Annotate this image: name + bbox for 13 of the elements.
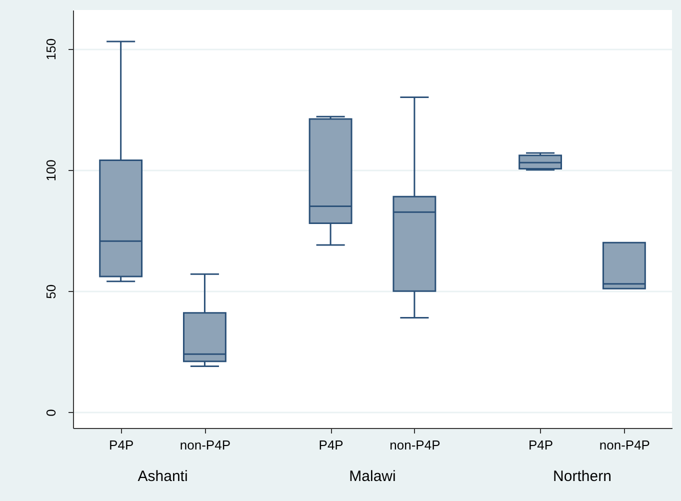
x-tick-label: non-P4P: [180, 438, 231, 452]
x-tick-label: P4P: [528, 438, 554, 452]
text: Malawi: [349, 468, 396, 485]
x-tick-label: P4P: [109, 438, 134, 452]
text: Ashanti: [138, 468, 188, 485]
x-tick-label: non-P4P: [599, 438, 650, 452]
y-tick-label: 100: [44, 160, 58, 182]
text: Northern: [553, 468, 612, 485]
y-tick-label: 150: [44, 38, 58, 60]
y-tick-label: 0: [44, 409, 58, 416]
y-tick-label: 50: [44, 284, 58, 299]
x-tick-label: P4P: [318, 438, 344, 452]
x-tick-label: non-P4P: [390, 438, 440, 452]
